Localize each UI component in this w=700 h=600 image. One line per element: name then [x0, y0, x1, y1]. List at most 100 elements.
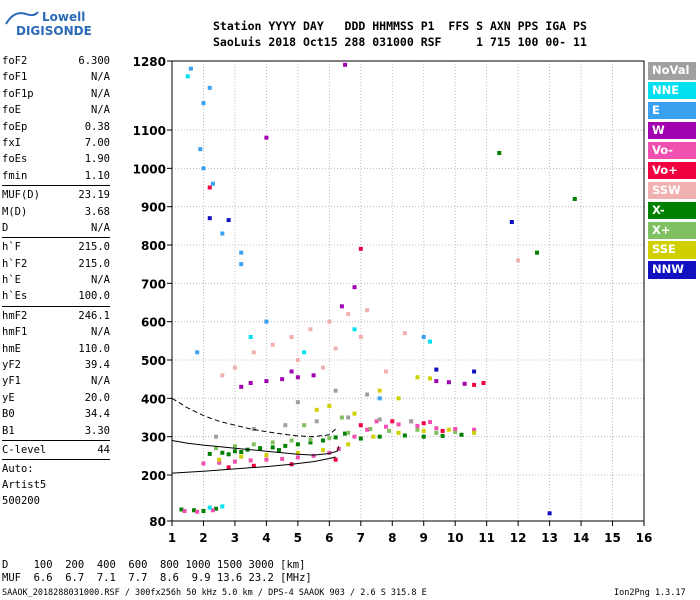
trace-line: [171, 440, 340, 456]
param-value: 100.0: [78, 290, 110, 303]
param-value: N/A: [91, 71, 110, 84]
param-value: 0.38: [84, 120, 110, 133]
x-tick-label: 10: [447, 531, 464, 545]
muf-value-row: MUF 6.6 6.7 7.1 7.7 8.6 9.9 13.6 23.2 [M…: [2, 572, 312, 584]
param-name: fxI: [2, 136, 21, 149]
echo-point: [371, 434, 376, 439]
y-tick-label: 700: [141, 277, 166, 291]
param-row: fmin 1.10: [2, 168, 110, 184]
echo-point: [283, 443, 288, 448]
legend-item: Vo-: [648, 141, 696, 160]
echo-point: [327, 319, 332, 324]
param-name: yF1: [2, 375, 21, 388]
echo-point: [365, 427, 370, 432]
echo-point: [251, 463, 256, 468]
echo-point: [339, 304, 344, 309]
param-value: N/A: [91, 326, 110, 339]
legend-item: X+: [648, 221, 696, 239]
echo-point: [472, 382, 477, 387]
param-value: 215.0: [78, 241, 110, 254]
echo-point: [264, 453, 269, 458]
param-name: yF2: [2, 359, 21, 372]
echo-point: [434, 379, 439, 384]
param-row: D N/A: [2, 220, 110, 236]
echo-point: [327, 404, 332, 408]
echo-point: [387, 428, 392, 433]
muf-distance-row: D 100 200 400 600 800 1000 1500 3000 [km…: [2, 559, 306, 571]
echo-point: [516, 258, 521, 263]
echo-point: [358, 423, 363, 428]
param-value: N/A: [91, 274, 110, 287]
echo-point: [333, 457, 338, 462]
param-value: 20.0: [84, 391, 110, 404]
echo-point: [343, 431, 348, 436]
echo-point: [333, 388, 338, 393]
x-tick-label: 15: [604, 531, 621, 545]
echo-point: [497, 151, 502, 155]
echo-point: [321, 438, 326, 443]
param-row: h`F 215.0: [2, 239, 110, 255]
param-name: foE: [2, 104, 21, 117]
echo-point: [308, 440, 313, 445]
param-name: B0: [2, 408, 15, 421]
param-row: C-level 44: [2, 442, 110, 458]
x-tick-label: 13: [541, 531, 558, 545]
param-value: 3.68: [84, 205, 110, 218]
echo-point: [198, 147, 203, 152]
echo-point: [210, 181, 215, 186]
param-row: h`E N/A: [2, 272, 110, 288]
echo-point: [352, 434, 357, 439]
x-tick-label: 8: [388, 531, 396, 545]
x-tick-label: 9: [420, 531, 428, 545]
echo-point: [302, 423, 307, 428]
param-separator: [2, 237, 110, 239]
param-name: hmF1: [2, 326, 28, 339]
echo-point: [220, 231, 225, 236]
y-tick-label: 300: [141, 431, 166, 445]
param-separator: [2, 305, 110, 307]
echo-point: [239, 250, 244, 255]
echo-point: [239, 262, 244, 267]
echo-point: [217, 460, 222, 465]
param-value: 44: [97, 443, 110, 456]
echo-point: [270, 440, 275, 445]
echo-point: [182, 509, 187, 514]
echo-point: [434, 430, 439, 435]
y-tick-label: 80: [149, 515, 166, 529]
echo-point: [270, 445, 275, 450]
header-row1: Station YYYY DAY DDD HHMMSS P1 FFS S AXN…: [213, 19, 587, 33]
param-name: h`F: [2, 241, 21, 254]
echo-point: [264, 379, 269, 384]
echo-point: [481, 381, 486, 385]
echo-point: [289, 369, 294, 374]
param-name: foF2: [2, 55, 28, 67]
echo-point: [440, 433, 445, 438]
echo-point: [374, 419, 379, 424]
param-row: foE N/A: [2, 102, 110, 118]
echo-point: [434, 367, 439, 372]
param-value: 6.300: [78, 55, 110, 67]
echo-point: [308, 327, 313, 332]
echo-point: [311, 373, 316, 378]
param-value: N/A: [91, 375, 110, 388]
echo-point: [280, 377, 285, 382]
legend-item: SSW: [648, 181, 696, 200]
auto-artist: Artist5: [2, 479, 47, 492]
echo-point: [428, 339, 433, 344]
echo-point: [327, 436, 332, 441]
echo-point: [383, 369, 388, 374]
echo-point: [210, 508, 215, 513]
param-row: foEs 1.90: [2, 151, 110, 167]
legend-item: Vo+: [648, 161, 696, 180]
echo-point: [308, 437, 313, 442]
echo-point: [295, 358, 300, 362]
footer-version: Ion2Png 1.3.17: [614, 588, 686, 598]
y-tick-label: 600: [141, 316, 166, 330]
y-tick-label: 800: [141, 239, 166, 253]
param-row: foF1p N/A: [2, 86, 110, 102]
digisonde-logo: Lowell DIGISONDE: [4, 4, 124, 50]
echo-point: [535, 250, 540, 255]
x-tick-label: 11: [478, 531, 495, 545]
echo-point: [333, 346, 338, 351]
x-tick-label: 12: [510, 531, 527, 545]
